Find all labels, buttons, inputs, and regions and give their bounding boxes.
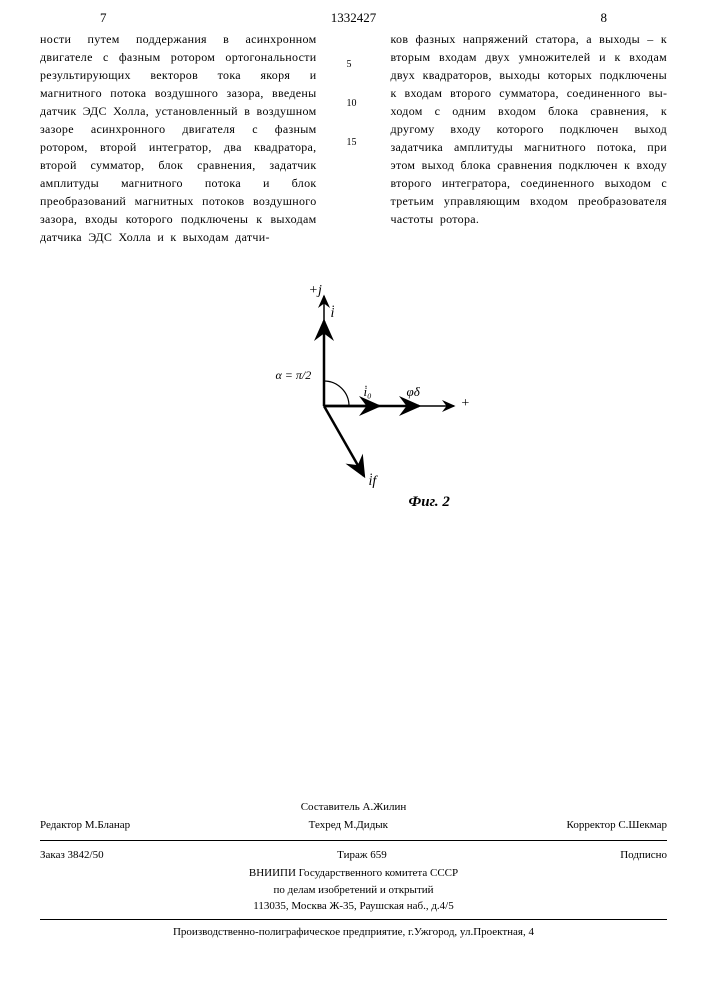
label-vector-phi: φ̇δ <box>407 384 420 400</box>
footer-subscription: Подписно <box>620 847 667 864</box>
label-vector-i0: i̇₀ <box>364 384 372 400</box>
footer-org-line2: по делам изобретений и открытий <box>40 882 667 899</box>
footer-divider <box>40 840 667 841</box>
y-axis-label: +j <box>309 283 322 299</box>
text-columns: ности путем поддержания в асинхрон­ном д… <box>0 30 707 246</box>
footer-divider-2 <box>40 919 667 920</box>
footer-printer: Производственно-полиграфическое предприя… <box>40 924 667 941</box>
line-marker: 15 <box>347 138 361 148</box>
footer-corrector: Корректор С.Шекмар <box>567 817 667 834</box>
document-number: 1332427 <box>331 10 377 26</box>
footer-block: Составитель А.Жилин Редактор М.Бланар Те… <box>40 799 667 941</box>
column-right: ков фазных напряжений статора, а вы­ходы… <box>391 30 668 246</box>
angle-arc <box>324 381 349 406</box>
diagram-svg <box>224 276 484 526</box>
line-marker: 10 <box>347 99 361 109</box>
vector-diagram: +j + i̇ i̇₀ φ̇δ i̇f α = π/2 Фиг. 2 <box>224 276 484 526</box>
vector-if <box>324 406 364 476</box>
column-left: ности путем поддержания в асинхрон­ном д… <box>40 30 317 246</box>
page-number-right: 8 <box>601 10 608 26</box>
label-vector-if: i̇f <box>369 474 377 490</box>
page-header: 7 1332427 8 <box>0 0 707 30</box>
footer-order: Заказ 3842/50 <box>40 847 104 864</box>
footer-tech-editor: Техред М.Дидык <box>309 817 388 834</box>
footer-address: 113035, Москва Ж-35, Раушская наб., д.4/… <box>40 898 667 915</box>
label-vector-i: i̇ <box>331 306 335 322</box>
footer-org-line1: ВНИИПИ Государственного комитета СССР <box>40 865 667 882</box>
footer-composer: Составитель А.Жилин <box>40 799 667 816</box>
line-marker: 5 <box>347 60 361 70</box>
footer-staff-row: Редактор М.Бланар Техред М.Дидык Коррект… <box>40 815 667 836</box>
line-number-gutter: 5 10 15 <box>347 30 361 246</box>
label-angle: α = π/2 <box>276 368 312 383</box>
figure-caption: Фиг. 2 <box>409 494 450 511</box>
footer-print-run: Тираж 659 <box>337 847 387 864</box>
page-number-left: 7 <box>100 10 107 26</box>
x-axis-label: + <box>461 396 470 412</box>
diagram-container: +j + i̇ i̇₀ φ̇δ i̇f α = π/2 Фиг. 2 <box>0 276 707 526</box>
footer-order-row: Заказ 3842/50 Тираж 659 Подписно <box>40 845 667 866</box>
footer-editor: Редактор М.Бланар <box>40 817 130 834</box>
